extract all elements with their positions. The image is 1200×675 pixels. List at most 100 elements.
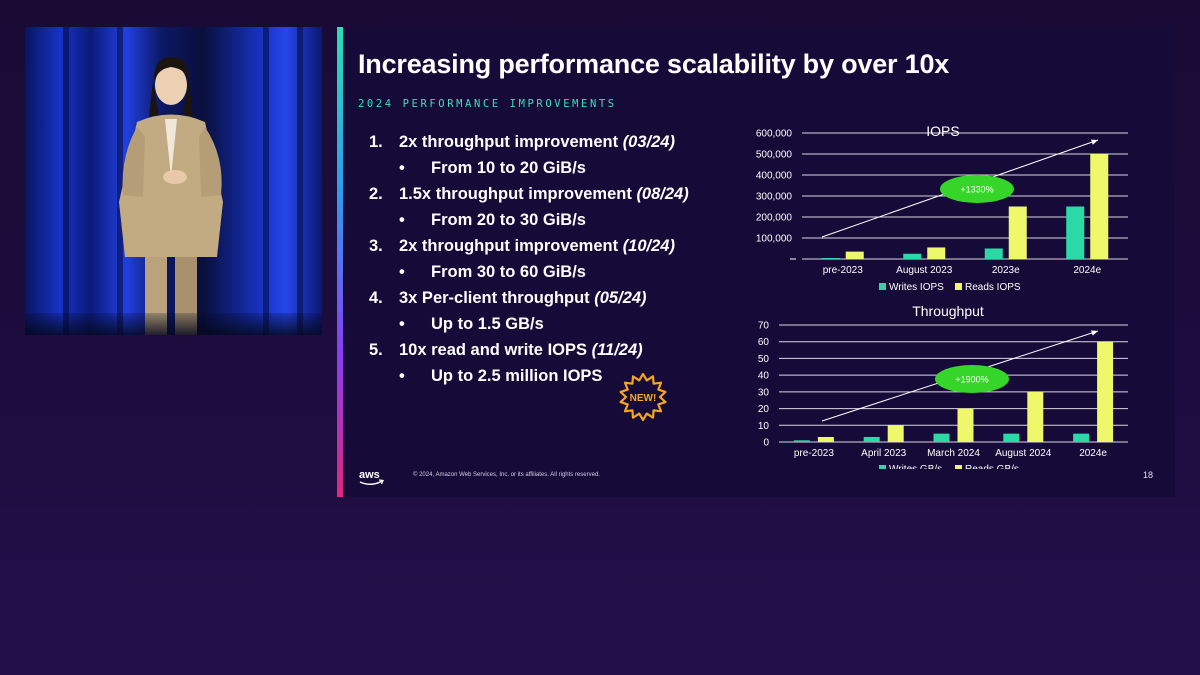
item-date: (08/24) (636, 185, 689, 203)
curtain-fold (263, 27, 269, 335)
iops-chart: 100,000 200,000 300,000 400,000 500,000 600,0… (756, 123, 1128, 293)
trend-arrow-head (1091, 139, 1098, 145)
growth-callout (940, 175, 1014, 203)
legend-swatch (955, 283, 962, 290)
x-tick-label: August 2023 (896, 265, 953, 276)
item-label: 2x throughput improvement (399, 237, 623, 255)
sub-item-text: From 30 to 60 GiB/s (431, 263, 586, 281)
badge-label: NEW! (630, 393, 657, 404)
x-tick-label: 2024e (1073, 265, 1101, 276)
aws-logo: aws (359, 469, 384, 485)
slide-title: Increasing performance scalability by ov… (358, 49, 950, 79)
x-tick-label: March 2024 (927, 448, 980, 459)
sub-list-item: • Up to 2.5 million IOPS (369, 364, 759, 390)
item-label: 1.5x throughput improvement (399, 185, 637, 203)
item-number: 4. (369, 289, 383, 307)
legend-label: Writes GB/s (889, 464, 942, 469)
y-tick-label: 40 (758, 371, 770, 382)
y-tick-label: 300,000 (756, 192, 793, 203)
x-tick-label: pre-2023 (823, 265, 863, 276)
list-item: 5. 10x read and write IOPS (11/24) (369, 338, 759, 364)
list-item: 3. 2x throughput improvement (10/24) (369, 234, 759, 260)
writes-bar (984, 248, 1003, 259)
bullet: • (399, 159, 405, 177)
sub-list-item: • From 10 to 20 GiB/s (369, 156, 759, 182)
reads-bar (817, 436, 834, 442)
reads-bar (1027, 391, 1044, 442)
growth-callout (935, 365, 1009, 393)
writes-bar (933, 433, 950, 442)
reads-bar (1097, 341, 1114, 442)
stage-floor (25, 313, 322, 335)
speaker-figure (119, 57, 223, 335)
curtain-fold (117, 27, 123, 335)
y-tick-label: 10 (758, 421, 770, 432)
writes-bar (1003, 433, 1020, 442)
item-text: 10x read and write IOPS (11/24) (399, 341, 643, 360)
y-tick-label: 200,000 (756, 213, 793, 224)
item-date: (11/24) (591, 341, 643, 359)
item-label: 10x read and write IOPS (399, 341, 592, 359)
reads-bar (1008, 206, 1027, 259)
chart-title: Throughput (912, 303, 984, 319)
y-tick-label: 70 (758, 321, 770, 332)
speaker-video (25, 27, 322, 335)
y-tick-label: 600,000 (756, 129, 793, 140)
sub-item-text: From 10 to 20 GiB/s (431, 159, 586, 177)
y-tick-label: 60 (758, 337, 770, 348)
presentation-slide: Increasing performance scalability by ov… (337, 27, 1175, 497)
y-tick-label: 20 (758, 404, 770, 415)
reads-bar (1090, 154, 1109, 259)
writes-bar (1066, 206, 1085, 259)
item-number: 2. (369, 185, 383, 203)
y-tick-label: 400,000 (756, 171, 793, 182)
page-number: 18 (1143, 470, 1154, 480)
x-tick-label: 2023e (992, 265, 1020, 276)
list-item: 2. 1.5x throughput improvement (08/24) (369, 182, 759, 208)
y-tick-label: 30 (758, 387, 770, 398)
new-badge-icon: NEW! (619, 372, 667, 422)
list-item: 4. 3x Per-client throughput (05/24) (369, 286, 759, 312)
item-text: 3x Per-client throughput (05/24) (399, 289, 647, 308)
trend-arrow-head (1091, 330, 1098, 336)
sub-list-item: • Up to 1.5 GB/s (369, 312, 759, 338)
writes-bar (1073, 433, 1090, 442)
item-date: (10/24) (622, 237, 675, 255)
sub-item-text: Up to 1.5 GB/s (431, 315, 544, 333)
legend-swatch (879, 465, 886, 469)
legend-label: Writes IOPS (889, 282, 944, 293)
writes-bar (903, 253, 922, 259)
item-text: 2x throughput improvement (03/24) (399, 133, 675, 152)
item-number: 1. (369, 133, 383, 151)
y-tick-label: 50 (758, 354, 770, 365)
reads-bar (887, 425, 904, 442)
x-tick-label: August 2024 (995, 448, 1052, 459)
list-item: 1. 2x throughput improvement (03/24) (369, 130, 759, 156)
x-tick-label: pre-2023 (794, 448, 834, 459)
reads-bar (927, 247, 946, 259)
writes-bar (863, 436, 880, 442)
x-tick-label: 2024e (1079, 448, 1107, 459)
sub-item-text: Up to 2.5 million IOPS (431, 367, 603, 385)
reads-bar (845, 251, 864, 259)
item-number: 3. (369, 237, 383, 255)
sub-list-item: • From 20 to 30 GiB/s (369, 208, 759, 234)
bullet: • (399, 263, 405, 281)
y-tick-label: 500,000 (756, 150, 793, 161)
aws-logo-text: aws (359, 469, 380, 481)
item-date: (05/24) (594, 289, 647, 307)
item-number: 5. (369, 341, 383, 359)
curtain-fold (63, 27, 69, 335)
legend-swatch (955, 465, 962, 469)
sub-list-item: • From 30 to 60 GiB/s (369, 260, 759, 286)
slide-subtitle: 2024 PERFORMANCE IMPROVEMENTS (358, 98, 617, 110)
sub-item-text: From 20 to 30 GiB/s (431, 211, 586, 229)
legend-label: Reads IOPS (965, 282, 1021, 293)
item-text: 1.5x throughput improvement (08/24) (399, 185, 689, 204)
item-text: 2x throughput improvement (10/24) (399, 237, 675, 256)
chart-title: IOPS (926, 123, 959, 139)
throughput-chart: 0 10 20 30 40 50 60 70 pre-2023 April 2023 March 2… (758, 303, 1128, 469)
growth-callout-label: +1900% (955, 375, 988, 385)
curtain-fold (297, 27, 303, 335)
writes-bar (793, 440, 810, 442)
